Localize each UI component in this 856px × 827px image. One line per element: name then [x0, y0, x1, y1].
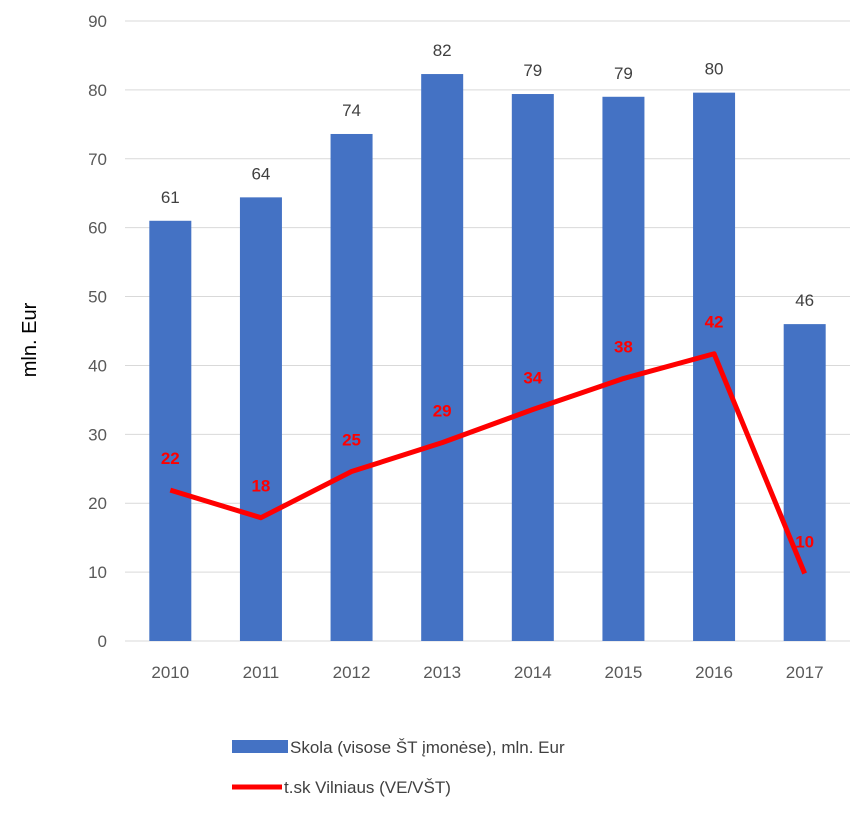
bar-data-label: 79	[523, 61, 542, 80]
bar	[693, 92, 736, 641]
y-tick-label: 10	[88, 563, 107, 582]
gridlines	[125, 20, 850, 642]
line-data-label: 22	[161, 449, 180, 468]
x-tick-label: 2014	[514, 663, 552, 682]
y-tick-label: 40	[88, 356, 107, 375]
y-tick-label: 90	[88, 12, 107, 31]
bar	[602, 96, 645, 642]
bar-data-label: 79	[614, 64, 633, 83]
y-tick-label: 70	[88, 150, 107, 169]
line-data-label: 29	[433, 402, 452, 421]
line-path	[169, 351, 807, 575]
x-tick-label: 2012	[333, 663, 371, 682]
x-axis-ticks: 2010 2011 2012 2013 2014 2015 2016 2017	[151, 663, 823, 682]
bar-data-label: 80	[705, 60, 724, 79]
y-tick-label: 20	[88, 494, 107, 513]
x-tick-label: 2011	[243, 663, 280, 682]
legend-swatch-bar	[232, 740, 288, 753]
x-tick-label: 2017	[786, 663, 824, 682]
x-tick-label: 2010	[151, 663, 189, 682]
line-data-label: 10	[795, 532, 814, 551]
bar	[511, 94, 554, 642]
x-tick-label: 2013	[423, 663, 461, 682]
y-tick-label: 30	[88, 425, 107, 444]
line-data-label: 25	[342, 431, 361, 450]
y-tick-label: 80	[88, 81, 107, 100]
bar-series	[149, 74, 826, 642]
bar-data-label: 82	[433, 41, 452, 60]
bar	[421, 74, 464, 642]
bar	[149, 220, 192, 641]
bar	[783, 324, 826, 641]
bar-data-label: 64	[251, 164, 270, 183]
legend-label-bar: Skola (visose ŠT įmonėse), mln. Eur	[290, 738, 565, 757]
bar-data-label: 74	[342, 101, 361, 120]
y-axis-label: mln. Eur	[19, 302, 41, 377]
y-tick-label: 60	[88, 219, 107, 238]
line-data-label: 38	[614, 338, 633, 357]
line-data-label: 18	[251, 477, 270, 496]
y-tick-label: 0	[98, 632, 107, 651]
x-tick-label: 2015	[605, 663, 643, 682]
legend: Skola (visose ŠT įmonėse), mln. Eur t.sk…	[232, 738, 565, 797]
bar	[330, 133, 373, 641]
line-series	[169, 351, 807, 575]
line-data-label: 34	[523, 369, 542, 388]
bar	[239, 197, 282, 641]
bar-data-label: 46	[795, 291, 814, 310]
data-labels: 61 64 74 82 79 79 80 46 22 18 25 29 34 38 42 10	[161, 41, 814, 551]
y-tick-label: 50	[88, 288, 107, 307]
line-data-label: 42	[705, 313, 724, 332]
x-tick-label: 2016	[695, 663, 733, 682]
legend-label-line: t.sk Vilniaus (VE/VŠT)	[284, 778, 451, 797]
y-axis-ticks: 0 10 20 30 40 50 60 70 80 90	[88, 12, 107, 651]
bar-data-label: 61	[161, 188, 180, 207]
